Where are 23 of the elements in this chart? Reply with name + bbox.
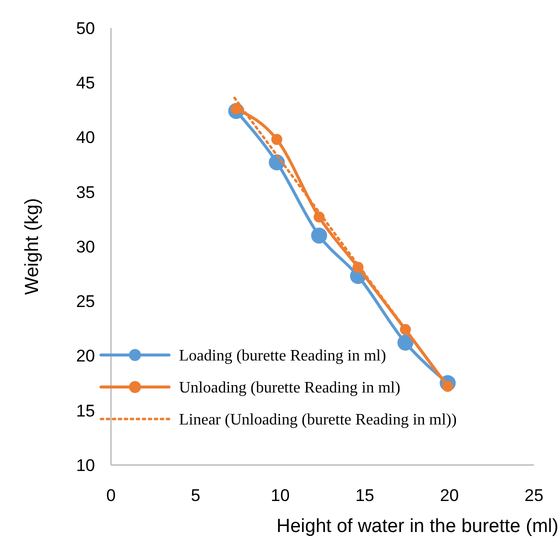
- legend-label: Loading (burette Reading in ml): [179, 348, 386, 365]
- x-tick-label: 20: [440, 486, 459, 505]
- legend-label: Linear (Unloading (burette Reading in ml)): [179, 412, 457, 429]
- x-tick-label: 10: [270, 486, 290, 505]
- x-tick-label: 0: [106, 486, 116, 505]
- y-tick-label: 20: [76, 346, 95, 366]
- y-axis-title: Weight (kg): [22, 198, 43, 295]
- y-tick-label: 30: [76, 237, 95, 256]
- point: [397, 334, 414, 351]
- y-tick-label: 25: [76, 292, 95, 312]
- x-axis-title: Height of water in the burette (ml): [276, 516, 558, 537]
- y-tick-label: 10: [76, 456, 95, 475]
- y-tick-label: 45: [76, 74, 95, 93]
- y-tick-label: 15: [76, 401, 95, 420]
- y-tick-label: 40: [76, 128, 95, 148]
- x-tick-label: 25: [524, 486, 544, 505]
- legend-label: Unloading (burette Reading in ml): [179, 380, 400, 397]
- x-tick-label: 5: [190, 486, 200, 505]
- y-tick-label: 35: [76, 182, 95, 202]
- x-tick-label: 15: [355, 486, 374, 505]
- y-tick-label: 50: [76, 18, 95, 38]
- point: [311, 228, 328, 244]
- point: [271, 134, 282, 145]
